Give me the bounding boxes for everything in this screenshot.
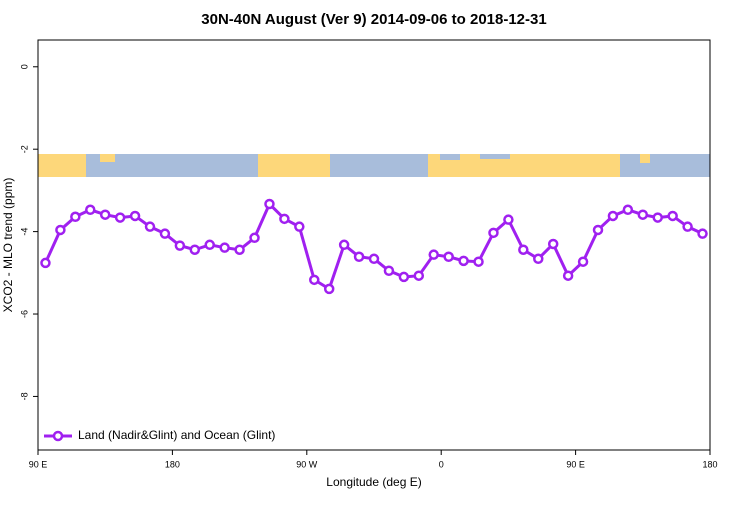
- data-point: [323, 283, 335, 295]
- data-point: [547, 238, 559, 250]
- data-point: [189, 244, 201, 255]
- x-tick-label: 90 E: [566, 459, 585, 469]
- x-axis-label: Longitude (deg E): [326, 475, 421, 489]
- data-point: [383, 265, 395, 277]
- data-point: [309, 274, 320, 286]
- data-point: [652, 212, 663, 223]
- data-point: [70, 211, 81, 223]
- data-point: [503, 214, 514, 225]
- series-line: [44, 201, 704, 292]
- data-point: [428, 249, 439, 260]
- data-point: [443, 251, 454, 262]
- data-point: [398, 271, 410, 283]
- x-tick-label: 90 E: [29, 459, 48, 469]
- data-point: [40, 257, 51, 269]
- y-tick-label: -4: [19, 228, 29, 236]
- data-point: [697, 228, 708, 239]
- data-point: [682, 221, 693, 232]
- data-point: [518, 244, 529, 255]
- data-point: [413, 270, 425, 281]
- x-tick-label: 0: [439, 459, 444, 469]
- y-tick-label: -8: [19, 392, 29, 400]
- data-point: [204, 239, 215, 251]
- data-point: [249, 232, 260, 244]
- legend-marker: [52, 430, 64, 442]
- data-point: [144, 221, 156, 232]
- data-point: [368, 253, 380, 265]
- data-point: [159, 228, 171, 239]
- x-tick-label: 180: [702, 459, 717, 469]
- x-tick-label: 180: [165, 459, 180, 469]
- data-point: [562, 270, 574, 281]
- data-point: [99, 209, 111, 220]
- y-axis-label: XCO2 - MLO trend (ppm): [1, 178, 15, 313]
- map-band: [38, 154, 710, 177]
- data-point: [607, 210, 619, 222]
- data-point: [458, 255, 469, 267]
- y-tick-label: -2: [19, 145, 29, 153]
- data-point: [353, 251, 365, 262]
- y-tick-label: -6: [19, 310, 29, 318]
- data-point: [114, 212, 126, 223]
- data-point: [264, 198, 275, 210]
- x-tick-label: 90 W: [296, 459, 318, 469]
- data-point: [592, 224, 604, 236]
- legend-label: Land (Nadir&Glint) and Ocean (Glint): [78, 428, 275, 442]
- data-point: [577, 256, 589, 267]
- data-point: [55, 224, 66, 236]
- data-point: [129, 210, 141, 222]
- data-point: [279, 213, 290, 225]
- data-point: [85, 204, 96, 216]
- plot-frame: [37, 39, 711, 451]
- data-point: [622, 204, 634, 216]
- chart-title: 30N-40N August (Ver 9) 2014-09-06 to 201…: [201, 11, 546, 28]
- data-point: [488, 227, 499, 239]
- data-point: [637, 209, 649, 220]
- data-point: [174, 240, 186, 251]
- y-tick-label: 0: [19, 64, 29, 69]
- data-point: [667, 210, 678, 222]
- data-point: [533, 253, 544, 265]
- data-point: [473, 256, 484, 267]
- data-point: [294, 221, 305, 232]
- data-point: [219, 242, 230, 253]
- data-point: [234, 244, 245, 255]
- data-point: [338, 239, 350, 251]
